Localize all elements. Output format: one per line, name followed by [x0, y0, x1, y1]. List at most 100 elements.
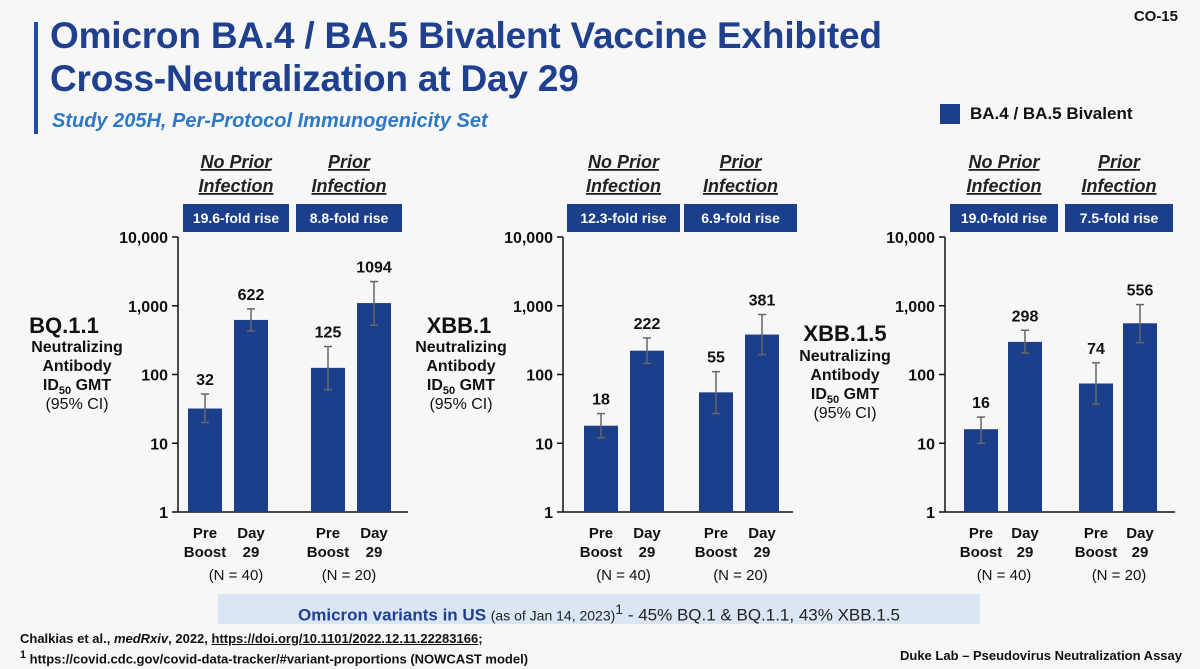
title-line-1: Omicron BA.4 / BA.5 Bivalent Vaccine Exh… [50, 15, 882, 56]
y-axis-label-line1: Neutralizing [415, 339, 507, 356]
group-header-line1: Prior [1098, 152, 1141, 172]
legend-label: BA.4 / BA.5 Bivalent [970, 104, 1133, 123]
bar [357, 303, 391, 512]
x-tick-label-line1: Day [360, 525, 388, 542]
y-tick-label: 1,000 [128, 299, 168, 316]
title-accent-bar [34, 22, 38, 134]
subtitle: Study 205H, Per-Protocol Immunogenicity … [52, 110, 488, 132]
data-label: 55 [707, 350, 725, 367]
fold-rise-box [684, 204, 797, 232]
y-tick-label: 10,000 [886, 230, 935, 247]
x-tick-label-line1: Day [1011, 525, 1039, 542]
x-tick-label-line1: Pre [704, 525, 728, 542]
fold-rise-label: 19.0-fold rise [961, 210, 1048, 226]
y-tick-label: 100 [526, 368, 553, 385]
bar [1008, 341, 1042, 512]
group-header-line2: Infection [703, 176, 778, 196]
data-label: 298 [1012, 308, 1039, 325]
y-tick-label: 10 [535, 436, 553, 453]
y-axis-label-line1: Neutralizing [31, 339, 123, 356]
ref2-sup: 1 [20, 649, 27, 661]
y-axis-label-line3: ID50 GMT [427, 377, 495, 397]
y-tick-label: 10 [917, 436, 935, 453]
fold-rise-box [567, 204, 680, 232]
fold-rise-box [1065, 204, 1173, 232]
y-tick-label: 10,000 [119, 230, 168, 247]
legend: BA.4 / BA.5 Bivalent [940, 104, 1133, 124]
x-tick-label-line1: Pre [193, 525, 217, 542]
fold-rise-label: 8.8-fold rise [310, 210, 389, 226]
group-header-line1: Prior [328, 152, 371, 172]
x-tick-label-line2: 29 [243, 544, 260, 561]
data-label: 74 [1087, 341, 1105, 358]
x-tick-label-line1: Pre [316, 525, 340, 542]
n-label: (N = 20) [1092, 567, 1147, 584]
fold-rise-box [296, 204, 402, 232]
y-tick-label: 1,000 [895, 299, 935, 316]
x-tick-label-line2: Boost [960, 544, 1003, 561]
group-header-line2: Infection [1082, 176, 1157, 196]
y-axis-label-line2: Antibody [810, 367, 879, 384]
ref-end: ; [478, 631, 483, 646]
x-tick-label-line2: Boost [307, 544, 350, 561]
data-label: 32 [196, 372, 214, 389]
page-title: Omicron BA.4 / BA.5 Bivalent Vaccine Exh… [50, 14, 882, 100]
bar [1123, 323, 1157, 512]
x-tick-label-line2: 29 [754, 544, 771, 561]
ref-doi-link[interactable]: https://doi.org/10.1101/2022.12.11.22283… [211, 631, 479, 646]
group-header-line1: No Prior [968, 152, 1040, 172]
y-axis-label-line4: (95% CI) [813, 405, 876, 422]
x-tick-label-line1: Pre [589, 525, 613, 542]
y-tick-label: 1 [159, 505, 168, 522]
data-label: 622 [238, 287, 265, 304]
banner-sup: 1 [615, 601, 624, 617]
source-note: Duke Lab – Pseudovirus Neutralization As… [900, 648, 1182, 663]
variant-label: BQ.1.1 [29, 313, 99, 338]
group-header-line2: Infection [199, 176, 274, 196]
y-tick-label: 10 [150, 436, 168, 453]
n-label: (N = 40) [209, 567, 264, 584]
banner-bold: Omicron variants in US [298, 605, 487, 625]
fold-rise-label: 12.3-fold rise [580, 210, 667, 226]
title-line-2: Cross-Neutralization at Day 29 [50, 58, 579, 99]
fold-rise-box [950, 204, 1058, 232]
legend-swatch [940, 104, 960, 124]
x-tick-label-line2: Boost [580, 544, 623, 561]
x-tick-label-line1: Pre [1084, 525, 1108, 542]
y-axis-label-line2: Antibody [42, 358, 111, 375]
ref-journal: medRxiv [113, 631, 169, 646]
reference-1: Chalkias et al., medRxiv, 2022, https://… [20, 630, 528, 647]
x-tick-label-line1: Day [633, 525, 661, 542]
bar [188, 408, 222, 512]
y-tick-label: 1 [926, 505, 935, 522]
bar [630, 350, 664, 512]
y-tick-label: 10,000 [504, 230, 553, 247]
y-tick-label: 100 [908, 368, 935, 385]
ref2-text[interactable]: https://covid.cdc.gov/covid-data-tracker… [26, 651, 529, 667]
ref-authors: Chalkias et al., [20, 631, 114, 646]
banner-date: (as of Jan 14, 2023) [490, 607, 616, 624]
x-tick-label-line2: 29 [1132, 544, 1149, 561]
y-tick-label: 1 [544, 505, 553, 522]
slide-id: CO-15 [1133, 8, 1178, 25]
data-label: 556 [1127, 283, 1154, 300]
bar [311, 367, 345, 512]
x-tick-label-line1: Day [1126, 525, 1154, 542]
banner-rest: - 45% BQ.1 & BQ.1.1, 43% XBB.1.5 [623, 605, 900, 625]
x-tick-label-line2: Boost [1075, 544, 1118, 561]
variant-label: XBB.1.5 [803, 321, 886, 346]
variant-label: XBB.1 [427, 313, 492, 338]
y-tick-label: 1,000 [513, 299, 553, 316]
x-tick-label-line2: 29 [1017, 544, 1034, 561]
data-label: 16 [972, 395, 990, 412]
y-axis-label-line4: (95% CI) [45, 396, 108, 413]
x-tick-label-line1: Pre [969, 525, 993, 542]
reference-2: 1 https://covid.cdc.gov/covid-data-track… [20, 647, 528, 667]
group-header-line2: Infection [967, 176, 1042, 196]
y-axis-label-line3: ID50 GMT [811, 386, 879, 406]
group-header-line1: No Prior [588, 152, 660, 172]
bar [584, 425, 618, 512]
data-label: 222 [634, 316, 661, 333]
x-tick-label-line2: Boost [695, 544, 738, 561]
